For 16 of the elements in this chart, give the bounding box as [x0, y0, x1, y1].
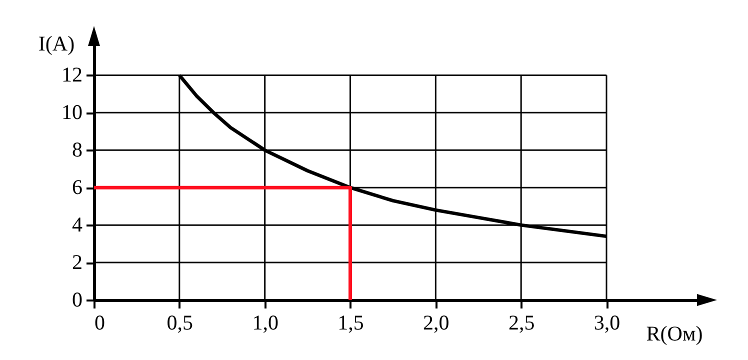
y-tick-label: 2 [72, 250, 82, 274]
y-tick-label: 8 [72, 138, 82, 162]
y-tick-label: 10 [62, 100, 82, 124]
x-axis-title: R(Ом) [646, 322, 703, 346]
x-tick-label: 1,5 [338, 310, 364, 334]
y-tick-label: 6 [72, 175, 82, 200]
y-tick-label: 12 [62, 62, 82, 87]
x-tick-label: 0,5 [166, 310, 194, 334]
y-tick-label: 0 [72, 288, 82, 312]
x-tick-label: 3,0 [594, 310, 620, 334]
x-tick-label: 2,0 [423, 310, 450, 334]
x-tick-label: 1,0 [252, 310, 278, 334]
y-tick-label: 4 [72, 212, 83, 237]
x-tick-label: 2,5 [508, 310, 535, 334]
y-axis-title: I(A) [38, 32, 75, 56]
x-tick-label: 0 [94, 310, 105, 334]
